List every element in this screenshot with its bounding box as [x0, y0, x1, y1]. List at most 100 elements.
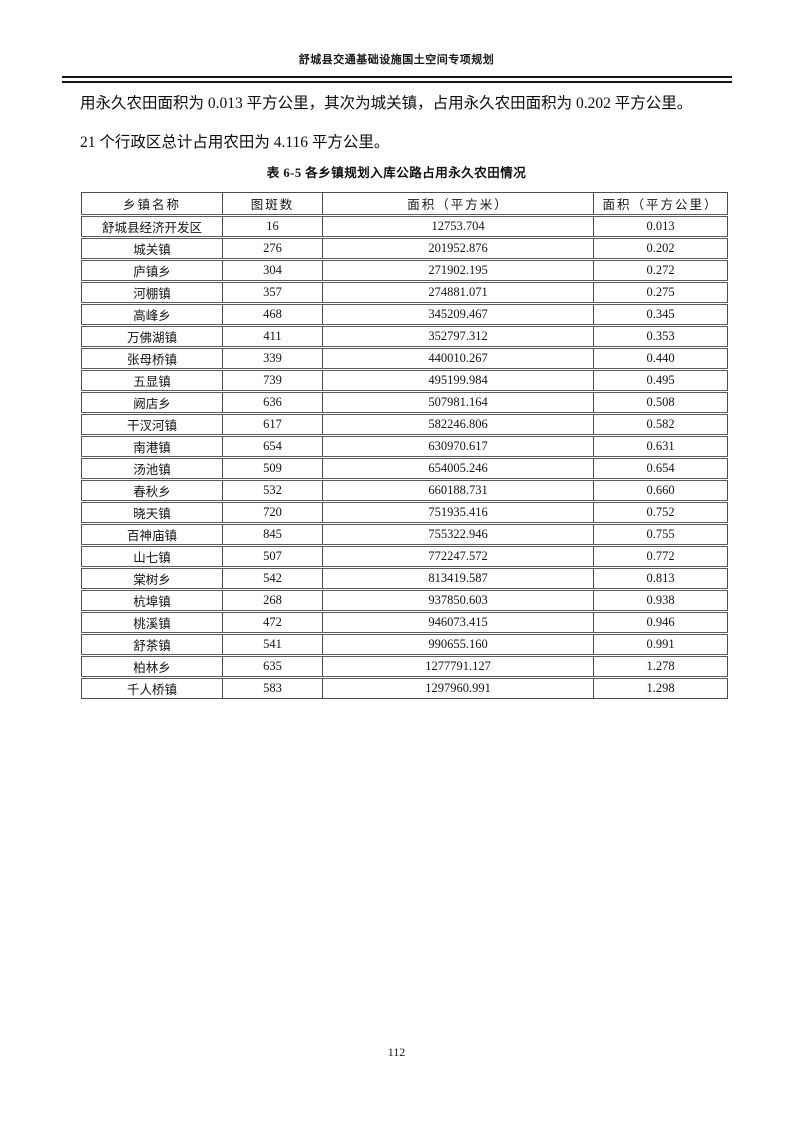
table-row: 柏林乡 635 1277791.127 1.278 — [81, 654, 728, 678]
table-body: 舒城县经济开发区 16 12753.704 0.013 城关镇 276 201952.876… — [81, 214, 728, 699]
table-row: 张母桥镇 339 440010.267 0.440 — [81, 346, 728, 370]
farmland-table: 乡镇名称 图斑数 面积（平方米） 面积（平方公里） 舒城县经济开发区 16 12753.7… — [81, 192, 728, 699]
table-cell: 440010.267 — [322, 346, 594, 370]
table-row: 南港镇 654 630970.617 0.631 — [81, 434, 728, 458]
table-cell: 0.631 — [593, 434, 728, 458]
table-row: 百神庙镇 845 755322.946 0.755 — [81, 522, 728, 546]
table-cell: 635 — [222, 654, 323, 678]
table-cell: 509 — [222, 456, 323, 480]
table-cell: 495199.984 — [322, 368, 594, 392]
table-cell: 0.440 — [593, 346, 728, 370]
table-cell: 0.508 — [593, 390, 728, 414]
table-cell: 532 — [222, 478, 323, 502]
table-cell: 千人桥镇 — [81, 676, 223, 699]
table-cell: 桃溪镇 — [81, 610, 223, 634]
table-cell: 0.752 — [593, 500, 728, 524]
table-cell: 352797.312 — [322, 324, 594, 348]
table-cell: 0.495 — [593, 368, 728, 392]
table-cell: 339 — [222, 346, 323, 370]
table-cell: 845 — [222, 522, 323, 546]
table-row: 万佛湖镇 411 352797.312 0.353 — [81, 324, 728, 348]
table-cell: 630970.617 — [322, 434, 594, 458]
table-row: 城关镇 276 201952.876 0.202 — [81, 236, 728, 260]
table-cell: 345209.467 — [322, 302, 594, 326]
table-row: 河棚镇 357 274881.071 0.275 — [81, 280, 728, 304]
table-cell: 汤池镇 — [81, 456, 223, 480]
table-caption: 表 6-5 各乡镇规划入库公路占用永久农田情况 — [266, 166, 527, 180]
table-cell: 0.946 — [593, 610, 728, 634]
table-row: 杭埠镇 268 937850.603 0.938 — [81, 588, 728, 612]
table-row: 春秋乡 532 660188.731 0.660 — [81, 478, 728, 502]
table-cell: 河棚镇 — [81, 280, 223, 304]
table-cell: 720 — [222, 500, 323, 524]
table-row: 棠树乡 542 813419.587 0.813 — [81, 566, 728, 590]
column-header: 乡镇名称 — [81, 192, 223, 216]
table-cell: 617 — [222, 412, 323, 436]
table-cell: 411 — [222, 324, 323, 348]
table-cell: 276 — [222, 236, 323, 260]
table-row: 舒城县经济开发区 16 12753.704 0.013 — [81, 214, 728, 238]
table-cell: 干汊河镇 — [81, 412, 223, 436]
table-cell: 五显镇 — [81, 368, 223, 392]
column-header: 图斑数 — [222, 192, 323, 216]
table-cell: 舒城县经济开发区 — [81, 214, 223, 238]
table-cell: 16 — [222, 214, 323, 238]
table-row: 晓天镇 720 751935.416 0.752 — [81, 500, 728, 524]
table-cell: 990655.160 — [322, 632, 594, 656]
page-footer: 112 — [0, 1043, 793, 1061]
table-cell: 高峰乡 — [81, 302, 223, 326]
table-cell: 772247.572 — [322, 544, 594, 568]
table-cell: 棠树乡 — [81, 566, 223, 590]
table-cell: 1.298 — [593, 676, 728, 699]
table-cell: 柏林乡 — [81, 654, 223, 678]
table-cell: 304 — [222, 258, 323, 282]
table-row: 阙店乡 636 507981.164 0.508 — [81, 390, 728, 414]
table-cell: 542 — [222, 566, 323, 590]
table-row: 五显镇 739 495199.984 0.495 — [81, 368, 728, 392]
table-cell: 472 — [222, 610, 323, 634]
table-cell: 660188.731 — [322, 478, 594, 502]
table-cell: 0.202 — [593, 236, 728, 260]
table-cell: 0.938 — [593, 588, 728, 612]
table-cell: 舒茶镇 — [81, 632, 223, 656]
table-row: 庐镇乡 304 271902.195 0.272 — [81, 258, 728, 282]
table-cell: 0.353 — [593, 324, 728, 348]
column-header: 面积（平方公里） — [593, 192, 728, 216]
table-cell: 654 — [222, 434, 323, 458]
page-number: 112 — [387, 1045, 406, 1059]
table-cell: 582246.806 — [322, 412, 594, 436]
table-row: 汤池镇 509 654005.246 0.654 — [81, 456, 728, 480]
table-cell: 274881.071 — [322, 280, 594, 304]
table-cell: 1.278 — [593, 654, 728, 678]
table-cell: 937850.603 — [322, 588, 594, 612]
header-double-rule — [62, 76, 732, 83]
table-cell: 271902.195 — [322, 258, 594, 282]
table-cell: 0.772 — [593, 544, 728, 568]
header-title: 舒城县交通基础设施国土空间专项规划 — [298, 54, 495, 66]
table-cell: 庐镇乡 — [81, 258, 223, 282]
table-cell: 0.013 — [593, 214, 728, 238]
table-cell: 0.755 — [593, 522, 728, 546]
body-paragraph: 用永久农田面积为 0.013 平方公里，其次为城关镇，占用永久农田面积为 0.2… — [80, 84, 716, 162]
table-cell: 0.991 — [593, 632, 728, 656]
table-cell: 201952.876 — [322, 236, 594, 260]
table-cell: 晓天镇 — [81, 500, 223, 524]
table-cell: 南港镇 — [81, 434, 223, 458]
table-cell: 百神庙镇 — [81, 522, 223, 546]
table-cell: 张母桥镇 — [81, 346, 223, 370]
table-cell: 0.345 — [593, 302, 728, 326]
table-cell: 城关镇 — [81, 236, 223, 260]
column-header: 面积（平方米） — [322, 192, 594, 216]
table-cell: 268 — [222, 588, 323, 612]
table-cell: 0.660 — [593, 478, 728, 502]
table-cell: 0.654 — [593, 456, 728, 480]
table-row: 桃溪镇 472 946073.415 0.946 — [81, 610, 728, 634]
table-cell: 0.813 — [593, 566, 728, 590]
paragraph-line-1: 用永久农田面积为 0.013 平方公里，其次为城关镇，占用永久农田面积为 0.2… — [80, 95, 693, 112]
table-cell: 1277791.127 — [322, 654, 594, 678]
table-cell: 阙店乡 — [81, 390, 223, 414]
table-header-row: 乡镇名称 图斑数 面积（平方米） 面积（平方公里） — [81, 192, 728, 216]
table-row: 高峰乡 468 345209.467 0.345 — [81, 302, 728, 326]
table-cell: 541 — [222, 632, 323, 656]
